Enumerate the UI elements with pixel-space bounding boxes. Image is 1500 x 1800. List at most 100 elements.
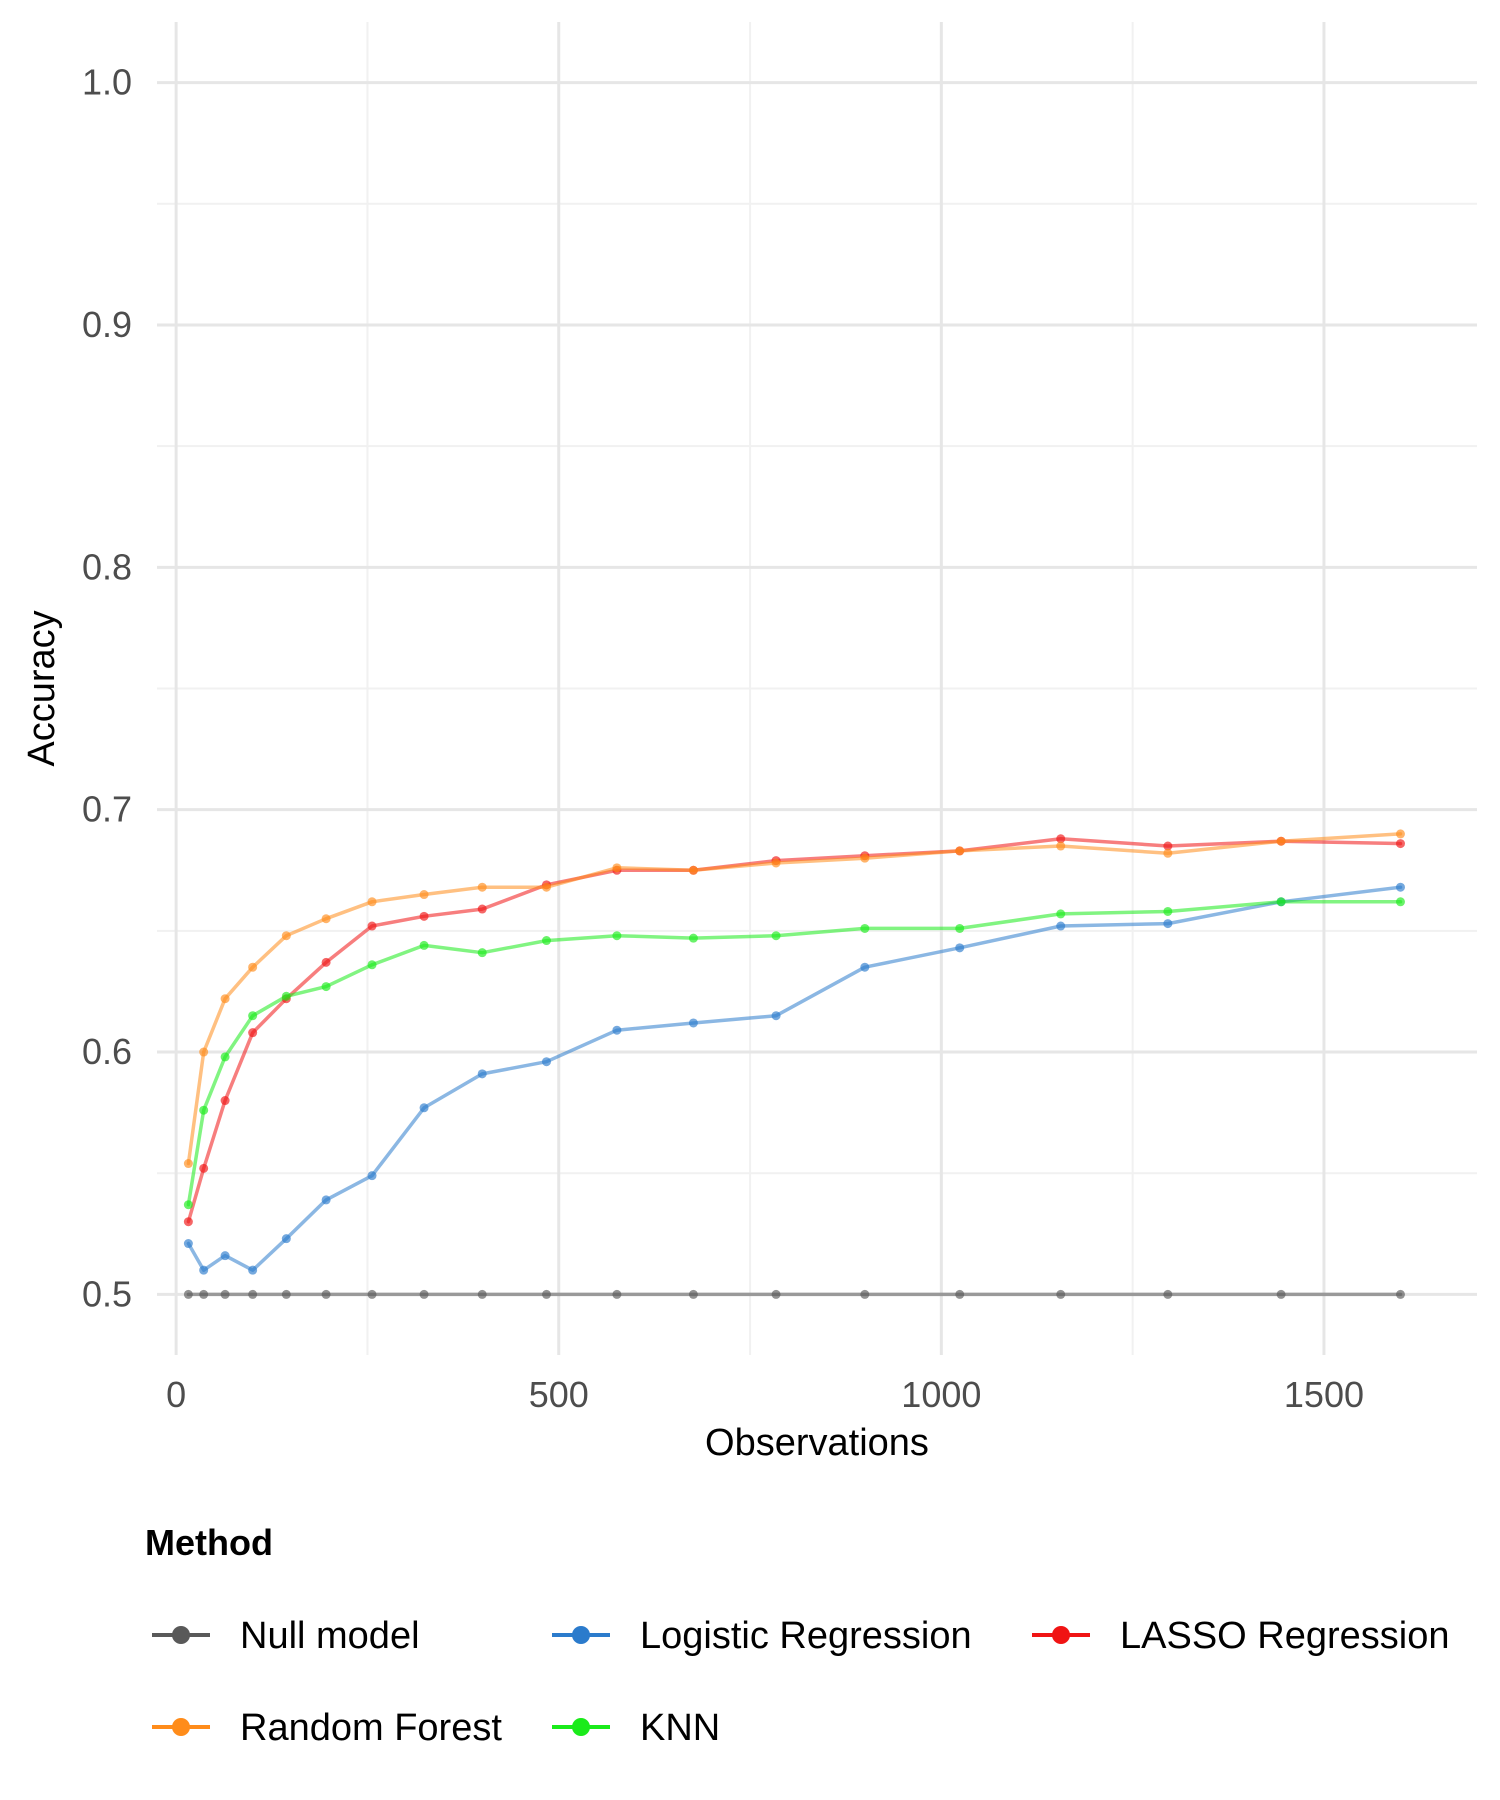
lasso-regression-point [1163, 841, 1173, 851]
knn-point [183, 1200, 193, 1210]
lasso-regression-point [220, 1096, 230, 1106]
null-model-point [367, 1289, 377, 1299]
knn-point [281, 991, 291, 1001]
random-forest-point [367, 897, 377, 907]
knn-point [612, 931, 622, 941]
null-model-point [1163, 1289, 1173, 1299]
null-model-point [220, 1289, 230, 1299]
knn-point [1163, 906, 1173, 916]
lasso-regression-point [183, 1217, 193, 1227]
null-model-point [860, 1289, 870, 1299]
y-tick-label: 1.0 [82, 62, 132, 103]
knn-point [220, 1052, 230, 1062]
random-forest-point [612, 863, 622, 873]
null-model-point [541, 1289, 551, 1299]
y-tick-label: 0.7 [82, 789, 132, 830]
series-random-forest [183, 829, 1405, 1169]
logistic-regression-point [183, 1239, 193, 1249]
random-forest-point [955, 846, 965, 856]
y-tick-label: 0.5 [82, 1273, 132, 1314]
logistic-regression-point [688, 1018, 698, 1028]
random-forest-point [477, 882, 487, 892]
y-tick-label: 0.9 [82, 304, 132, 345]
series-logistic-regression [183, 882, 1405, 1275]
null-model-point [955, 1289, 965, 1299]
null-model-point [1395, 1289, 1405, 1299]
x-axis-title: Observations [705, 1422, 929, 1464]
logistic-regression-point [771, 1011, 781, 1021]
knn-point [248, 1011, 258, 1021]
legend-label-knn: KNN [640, 1707, 720, 1749]
random-forest-point [1276, 836, 1286, 846]
legend-key-dot [572, 1626, 590, 1644]
x-tick-label: 1000 [901, 1374, 981, 1415]
legend-key-null-model [152, 1626, 210, 1644]
tick-layer: 0.5 0.6 0.7 0.8 0.9 1.0 0 500 1000 1500 [82, 62, 1364, 1415]
logistic-regression-point [419, 1103, 429, 1113]
logistic-regression-point [220, 1251, 230, 1261]
null-model-point [183, 1289, 193, 1299]
legend-key-lasso-regression [1032, 1626, 1090, 1644]
null-model-point [419, 1289, 429, 1299]
legend-key-dot [1052, 1626, 1070, 1644]
null-model-point [771, 1289, 781, 1299]
random-forest-point [321, 914, 331, 924]
random-forest-point [248, 962, 258, 972]
random-forest-point [860, 853, 870, 863]
knn-point [955, 923, 965, 933]
y-axis-title: Accuracy [21, 610, 63, 766]
logistic-regression-point [955, 943, 965, 953]
logistic-regression-point [321, 1195, 331, 1205]
knn-point [1276, 897, 1286, 907]
random-forest-point [771, 858, 781, 868]
lasso-regression-point [367, 921, 377, 931]
random-forest-point [1395, 829, 1405, 839]
legend-title: Method [145, 1522, 273, 1563]
legend-key-logistic-regression [552, 1626, 610, 1644]
x-tick-label: 1500 [1284, 1374, 1364, 1415]
null-model-point [321, 1289, 331, 1299]
knn-point [771, 931, 781, 941]
null-model-point [688, 1289, 698, 1299]
random-forest-line [186, 832, 1403, 1166]
lasso-regression-point [199, 1163, 209, 1173]
legend-key-random-forest [152, 1718, 210, 1736]
y-tick-label: 0.8 [82, 546, 132, 587]
random-forest-point [199, 1047, 209, 1057]
null-model-point [248, 1289, 258, 1299]
null-model-point [612, 1289, 622, 1299]
knn-point [321, 982, 331, 992]
logistic-regression-point [477, 1069, 487, 1079]
knn-point [860, 923, 870, 933]
logistic-regression-point [367, 1171, 377, 1181]
legend-label-logistic-regression: Logistic Regression [640, 1615, 972, 1657]
logistic-regression-point [199, 1265, 209, 1275]
logistic-regression-line [186, 885, 1403, 1272]
random-forest-point [183, 1159, 193, 1169]
logistic-regression-point [612, 1025, 622, 1035]
knn-point [199, 1105, 209, 1115]
logistic-regression-point [248, 1265, 258, 1275]
knn-point [367, 960, 377, 970]
random-forest-point [220, 994, 230, 1004]
null-model-point [1056, 1289, 1066, 1299]
logistic-regression-point [541, 1057, 551, 1067]
random-forest-point [688, 865, 698, 875]
series-null-model [183, 1289, 1405, 1299]
knn-point [1056, 909, 1066, 919]
logistic-regression-point [281, 1234, 291, 1244]
logistic-regression-point [1395, 882, 1405, 892]
random-forest-point [1056, 841, 1066, 851]
series-layer [183, 829, 1405, 1299]
lasso-regression-point [321, 957, 331, 967]
logistic-regression-point [860, 962, 870, 972]
legend-key-dot [172, 1626, 190, 1644]
random-forest-point [281, 931, 291, 941]
legend-key-dot [572, 1718, 590, 1736]
x-tick-label: 500 [529, 1374, 589, 1415]
null-model-point [477, 1289, 487, 1299]
legend-label-random-forest: Random Forest [240, 1707, 502, 1749]
lasso-regression-point [419, 911, 429, 921]
null-model-point [281, 1289, 291, 1299]
